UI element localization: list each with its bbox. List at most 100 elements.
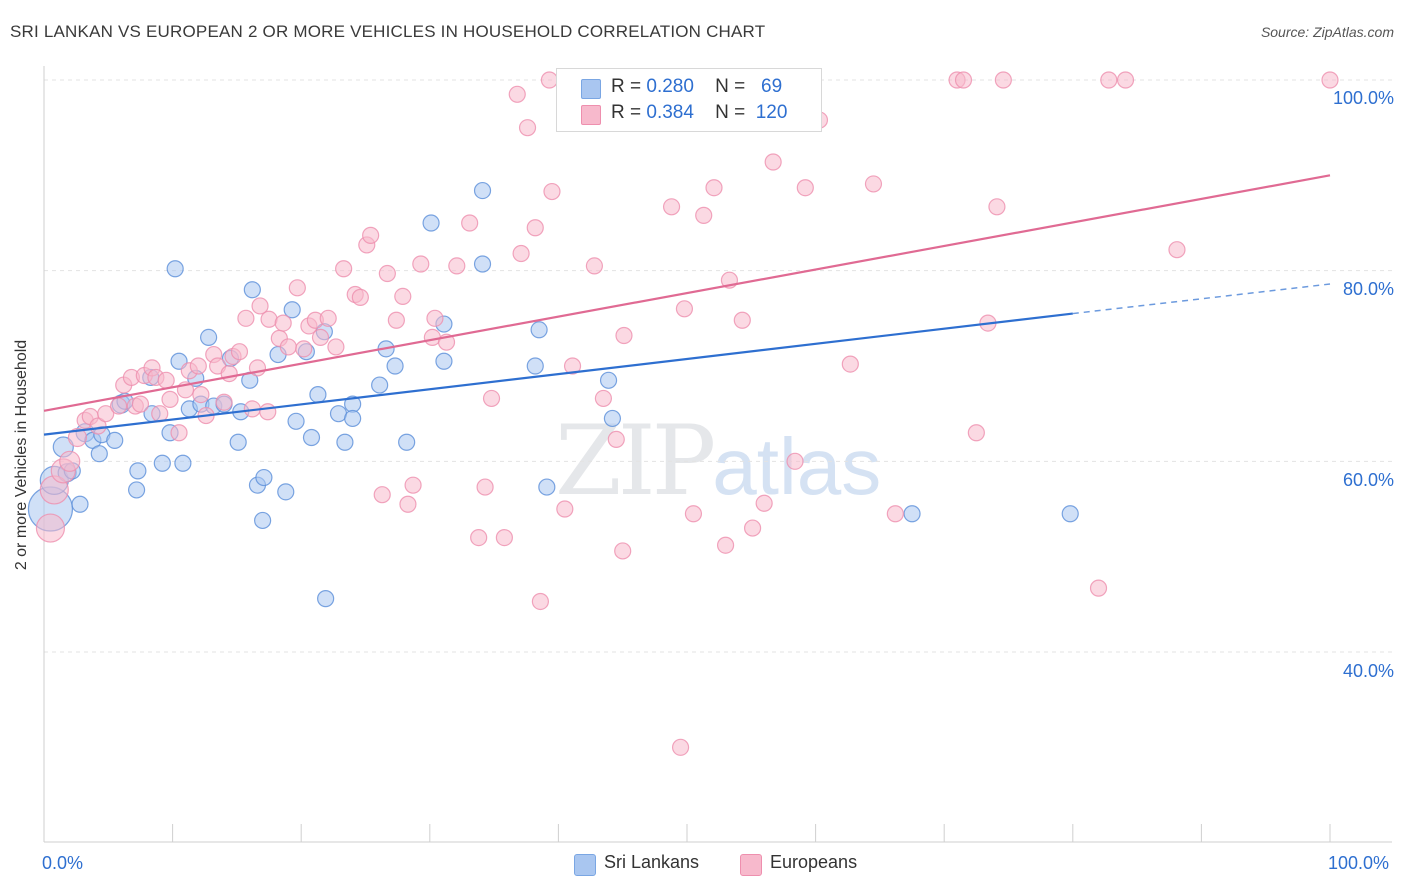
point-europeans-69	[508, 85, 526, 103]
point-europeans-63	[448, 257, 466, 275]
trend-line-europeans	[43, 174, 1331, 412]
point-europeans-75	[543, 182, 561, 201]
point-sri-lankans-21	[174, 454, 192, 472]
point-sri-lankans-59	[530, 321, 548, 339]
legend-swatch-sri-lankans	[581, 79, 601, 99]
point-europeans-45	[311, 328, 330, 346]
point-europeans-61	[426, 309, 444, 327]
point-europeans-53	[373, 486, 391, 504]
y-tick-label-40: 40.0%	[1342, 661, 1394, 681]
point-europeans-28	[215, 393, 233, 411]
point-europeans-3	[59, 450, 81, 472]
point-europeans-23	[189, 357, 207, 375]
point-sri-lankans-58	[526, 357, 544, 375]
point-sri-lankans-52	[398, 433, 416, 451]
point-europeans-55	[387, 311, 405, 329]
point-europeans-109	[988, 198, 1006, 216]
point-europeans-77	[563, 357, 582, 375]
point-europeans-97	[764, 153, 782, 171]
point-europeans-71	[518, 119, 537, 137]
point-europeans-87	[671, 738, 690, 756]
point-sri-lankans-37	[277, 483, 295, 501]
point-sri-lankans-38	[283, 301, 301, 319]
point-sri-lankans-54	[435, 352, 453, 370]
point-sri-lankans-49	[371, 376, 389, 394]
point-sri-lankans-8	[90, 445, 108, 463]
point-europeans-36	[259, 403, 277, 421]
point-europeans-113	[1116, 71, 1135, 89]
point-europeans-94	[733, 311, 751, 329]
point-europeans-18	[157, 371, 175, 389]
point-europeans-104	[886, 505, 904, 523]
point-sri-lankans-63	[903, 505, 921, 523]
legend-stats-europeans: R = 0.384 N = 120	[611, 102, 788, 123]
point-europeans-68	[495, 528, 513, 547]
point-europeans-24	[192, 386, 210, 404]
legend-swatch-europeans	[581, 105, 601, 125]
chart-title: SRI LANKAN VS EUROPEAN 2 OR MORE VEHICLE…	[10, 22, 766, 41]
point-europeans-8	[97, 405, 115, 423]
point-sri-lankans-34	[255, 468, 273, 487]
point-europeans-83	[614, 542, 632, 560]
legend-label-sri-lankans: Sri Lankans	[604, 852, 700, 872]
point-sri-lankans-25	[200, 328, 218, 346]
point-europeans-102	[841, 355, 859, 373]
point-europeans-20	[170, 424, 188, 442]
point-europeans-72	[526, 219, 544, 237]
point-europeans-100	[796, 179, 814, 197]
point-europeans-19	[161, 390, 179, 408]
y-axis-label: 2 or more Vehicles in Household	[13, 339, 30, 571]
point-europeans-35	[251, 297, 269, 315]
legend-swatch-sri-lankans-bottom	[574, 854, 596, 876]
y-tick-label-100: 100.0%	[1332, 88, 1394, 108]
point-europeans-82	[615, 326, 633, 345]
point-europeans-103	[864, 175, 883, 193]
point-europeans-115	[1321, 71, 1339, 89]
point-europeans-112	[1100, 71, 1118, 89]
point-europeans-70	[512, 244, 530, 263]
point-sri-lankans-56	[473, 181, 492, 200]
point-sri-lankans-46	[336, 433, 354, 451]
point-europeans-57	[399, 495, 417, 513]
point-europeans-66	[476, 478, 494, 496]
point-europeans-96	[755, 494, 773, 512]
point-europeans-74	[540, 71, 558, 89]
stats-legend: R = 0.280 N = 69 R = 0.384 N = 120	[556, 68, 822, 132]
point-sri-lankans-53	[422, 214, 440, 232]
point-sri-lankans-64	[1061, 505, 1079, 523]
point-sri-lankans-51	[386, 357, 404, 375]
point-europeans-7	[89, 417, 107, 435]
legend-stats-sri-lankans: R = 0.280 N = 69	[611, 76, 783, 97]
point-europeans-9	[109, 397, 128, 415]
point-sri-lankans-61	[599, 371, 618, 389]
point-europeans-48	[335, 260, 353, 278]
point-sri-lankans-62	[603, 409, 622, 428]
point-sri-lankans-19	[166, 260, 184, 278]
source-label: Source: ZipAtlas.com	[1260, 24, 1394, 40]
point-europeans-80	[594, 389, 613, 408]
point-europeans-111	[1089, 579, 1108, 597]
point-sri-lankans-44	[317, 590, 335, 608]
point-europeans-32	[237, 309, 255, 327]
point-sri-lankans-57	[473, 255, 492, 273]
point-europeans-107	[967, 424, 985, 442]
point-europeans-29	[220, 365, 238, 383]
point-europeans-114	[1168, 241, 1186, 259]
point-europeans-95	[743, 519, 762, 537]
point-sri-lankans-60	[538, 478, 556, 496]
point-europeans-67	[482, 389, 501, 408]
point-europeans-91	[705, 179, 723, 197]
point-europeans-4	[67, 427, 88, 448]
point-europeans-13	[131, 395, 150, 413]
point-europeans-54	[378, 264, 396, 283]
point-europeans-56	[394, 287, 412, 306]
point-sri-lankans-10	[106, 431, 124, 449]
point-europeans-106	[954, 71, 973, 89]
point-europeans-37	[260, 310, 278, 328]
point-europeans-65	[470, 528, 488, 547]
point-europeans-41	[288, 279, 306, 297]
point-sri-lankans-14	[127, 481, 146, 499]
point-sri-lankans-48	[344, 409, 362, 428]
point-sri-lankans-32	[243, 281, 261, 299]
